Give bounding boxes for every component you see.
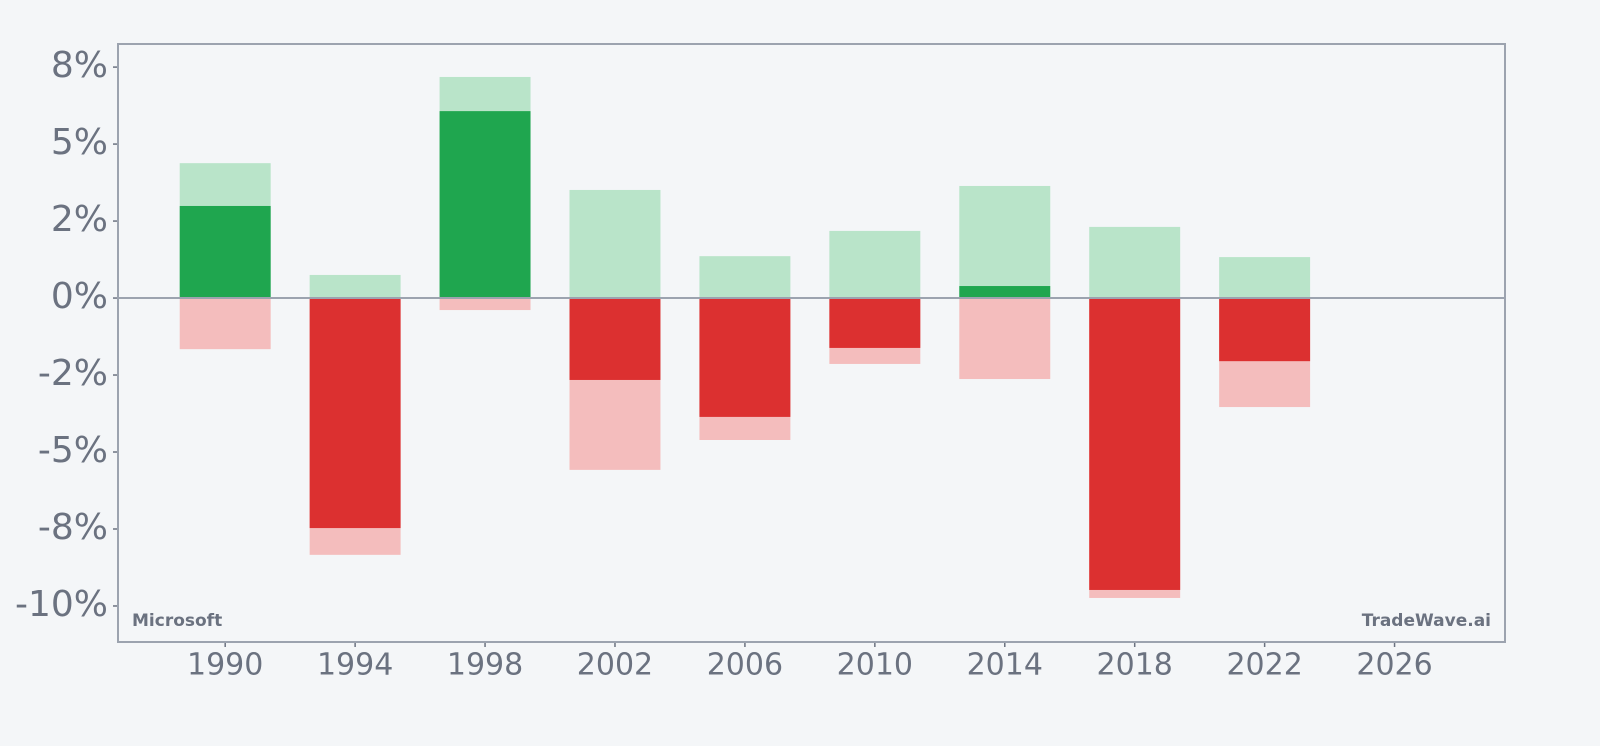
x-tick-label: 1990 xyxy=(187,648,263,683)
y-tick-label: -8% xyxy=(38,507,108,548)
y-tick-label: 8% xyxy=(51,45,108,86)
annotation: TradeWave.ai xyxy=(1362,611,1491,631)
x-tick-label: 2022 xyxy=(1226,648,1302,683)
bar xyxy=(309,274,401,299)
bar xyxy=(1219,298,1311,362)
x-tick-label: 2002 xyxy=(577,648,653,683)
x-tick-label: 2006 xyxy=(707,648,783,683)
x-tick-label: 2010 xyxy=(837,648,913,683)
bar xyxy=(829,298,921,348)
y-tick-label: -2% xyxy=(38,353,108,394)
bar xyxy=(1089,298,1181,590)
y-tick-label: -5% xyxy=(38,430,108,471)
bar xyxy=(699,256,791,299)
y-tick-label: 0% xyxy=(51,276,108,317)
bar xyxy=(959,298,1051,380)
x-tick-label: 1994 xyxy=(317,648,393,683)
x-tick-label: 1998 xyxy=(447,648,523,683)
bar xyxy=(179,205,271,299)
x-tick-label: 2026 xyxy=(1356,648,1432,683)
bar xyxy=(699,298,791,417)
bar xyxy=(959,286,1051,299)
bar xyxy=(569,298,661,380)
bar xyxy=(569,189,661,299)
bar xyxy=(959,185,1051,299)
bar xyxy=(1089,226,1181,299)
y-tick-label: -10% xyxy=(15,584,108,625)
bar xyxy=(179,298,271,350)
x-tick-label: 2014 xyxy=(967,648,1043,683)
bar xyxy=(309,298,401,529)
annotation: Microsoft xyxy=(132,611,222,631)
plot-frame xyxy=(117,43,1506,643)
y-tick-label: 2% xyxy=(51,199,108,240)
bar xyxy=(1219,257,1311,299)
bar xyxy=(829,230,921,299)
bar xyxy=(439,298,531,311)
y-tick-label: 5% xyxy=(51,122,108,163)
x-tick-label: 2018 xyxy=(1097,648,1173,683)
bar xyxy=(439,111,531,299)
